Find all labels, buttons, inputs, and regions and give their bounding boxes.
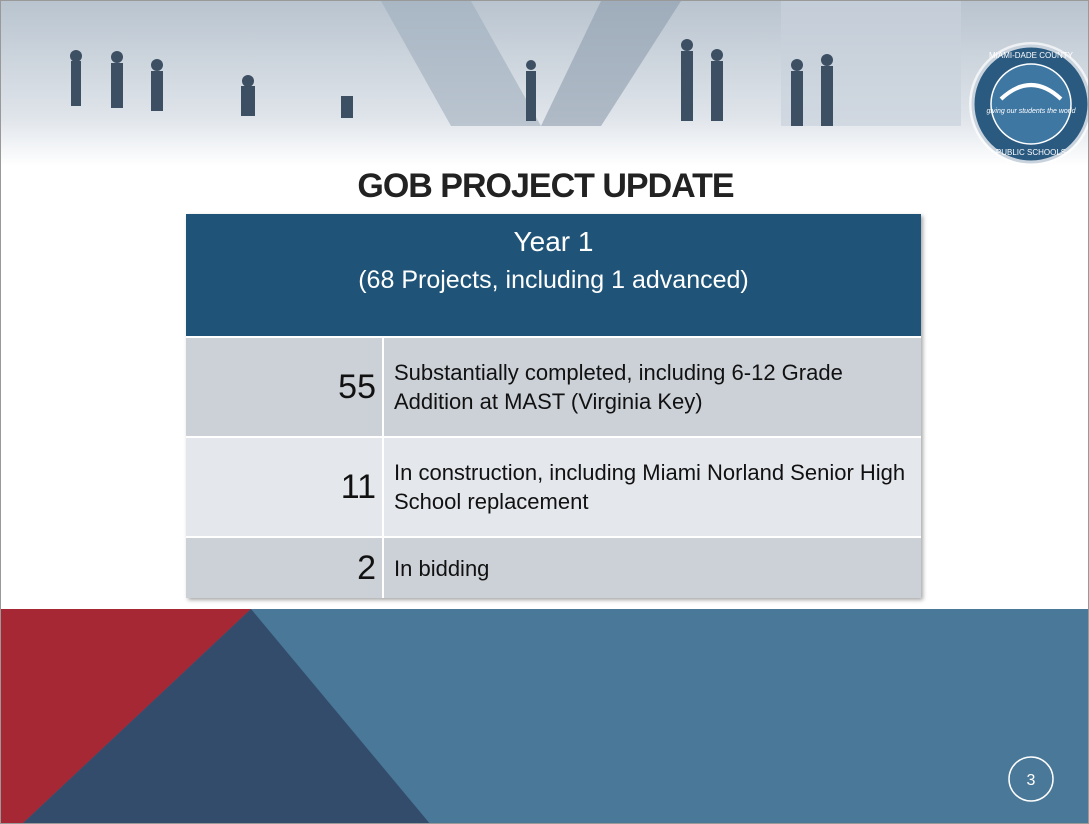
row-text: Substantially completed, including 6-12 … xyxy=(394,360,843,414)
table-row: 11 In construction, including Miami Norl… xyxy=(186,436,921,536)
status-table: Year 1 (68 Projects, including 1 advance… xyxy=(186,214,921,598)
logo-tagline: giving our students the world xyxy=(986,108,1076,115)
logo-bottom-text: PUBLIC SCHOOLS xyxy=(996,148,1066,157)
page-number: 3 xyxy=(1027,772,1036,789)
row-count: 55 xyxy=(186,338,384,436)
row-count: 2 xyxy=(186,538,384,598)
slide-title: GOB PROJECT UPDATE xyxy=(357,167,734,205)
table-row: 55 Substantially completed, including 6-… xyxy=(186,336,921,436)
footer-band: 3 xyxy=(1,609,1088,823)
banner: MIAMI-DADE COUNTY giving our students th… xyxy=(1,1,1088,166)
row-text: In bidding xyxy=(394,555,490,581)
header-subtitle: (68 Projects, including 1 advanced) xyxy=(358,266,749,294)
row-count: 11 xyxy=(186,438,384,536)
row-text: In construction, including Miami Norland… xyxy=(394,460,906,514)
table-header: Year 1 (68 Projects, including 1 advance… xyxy=(186,214,921,336)
header-title: Year 1 xyxy=(513,226,594,257)
table-row: 2 In bidding xyxy=(186,536,921,598)
logo-top-text: MIAMI-DADE COUNTY xyxy=(989,51,1074,60)
